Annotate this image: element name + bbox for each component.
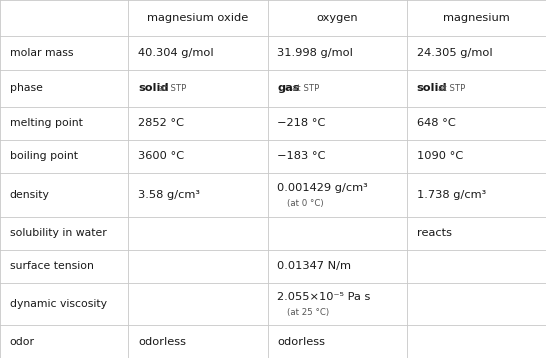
Text: odorless: odorless [277,337,325,347]
Text: 1090 °C: 1090 °C [417,151,463,161]
Text: 2.055×10⁻⁵ Pa s: 2.055×10⁻⁵ Pa s [277,292,371,302]
Text: magnesium: magnesium [443,13,510,23]
Text: reacts: reacts [417,228,452,238]
Text: 3600 °C: 3600 °C [138,151,184,161]
Text: at STP: at STP [438,84,465,93]
Text: gas: gas [277,83,300,93]
Text: 2852 °C: 2852 °C [138,118,184,128]
Text: −218 °C: −218 °C [277,118,326,128]
Text: 24.305 g/mol: 24.305 g/mol [417,48,492,58]
Text: solid: solid [138,83,169,93]
Text: odorless: odorless [138,337,186,347]
Text: phase: phase [10,83,43,93]
Text: magnesium oxide: magnesium oxide [147,13,248,23]
Text: molar mass: molar mass [10,48,73,58]
Text: melting point: melting point [10,118,82,128]
Text: surface tension: surface tension [10,261,94,271]
Text: 40.304 g/mol: 40.304 g/mol [138,48,214,58]
Text: odor: odor [10,337,35,347]
Text: boiling point: boiling point [10,151,78,161]
Text: at STP: at STP [159,84,187,93]
Text: 31.998 g/mol: 31.998 g/mol [277,48,353,58]
Text: oxygen: oxygen [316,13,358,23]
Text: density: density [10,190,50,200]
Text: dynamic viscosity: dynamic viscosity [10,299,107,309]
Text: at STP: at STP [292,84,319,93]
Text: 1.738 g/cm³: 1.738 g/cm³ [417,190,486,200]
Text: 648 °C: 648 °C [417,118,455,128]
Text: solubility in water: solubility in water [10,228,106,238]
Text: (at 25 °C): (at 25 °C) [287,308,329,317]
Text: 0.001429 g/cm³: 0.001429 g/cm³ [277,183,368,193]
Text: −183 °C: −183 °C [277,151,326,161]
Text: 0.01347 N/m: 0.01347 N/m [277,261,352,271]
Text: (at 0 °C): (at 0 °C) [287,199,324,208]
Text: solid: solid [417,83,447,93]
Text: 3.58 g/cm³: 3.58 g/cm³ [138,190,200,200]
